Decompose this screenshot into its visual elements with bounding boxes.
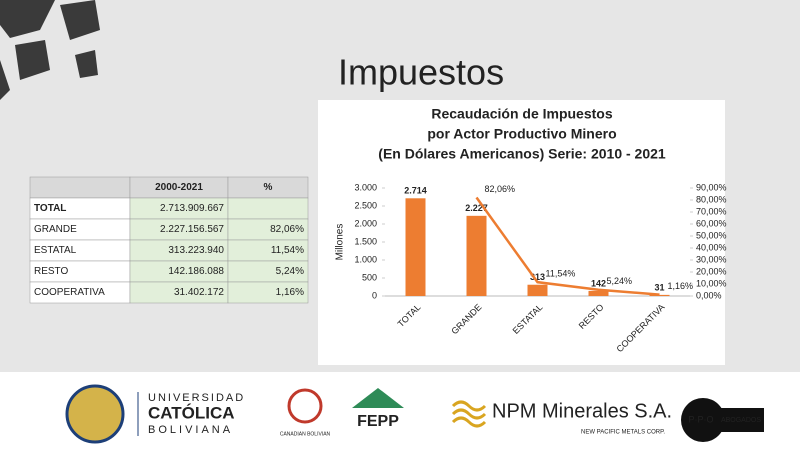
chart-title: por Actor Productivo Minero [427, 126, 616, 142]
logo-text: UNIVERSIDAD [148, 392, 245, 404]
y-tick-label: 2.000 [354, 218, 377, 228]
logo-text: CANADIAN BOLIVIAN [280, 431, 331, 437]
y-tick-label: 1.000 [354, 254, 377, 264]
table-text: 2.713.909.667 [160, 203, 224, 214]
table-text: COOPERATIVA [34, 287, 105, 298]
table-text: 5,24% [276, 266, 304, 277]
cb-icon [287, 388, 323, 424]
table-text: TOTAL [34, 203, 66, 214]
y2-tick-label: 60,00% [696, 218, 727, 228]
table-cell [227, 281, 309, 304]
table-text: RESTO [34, 266, 68, 277]
chart-panel [318, 100, 725, 365]
slide-title: Impuestos [338, 52, 504, 93]
data-label: 1,16% [668, 281, 694, 291]
table-text: 11,54% [271, 245, 304, 256]
table-text: 82,06% [270, 224, 304, 235]
data-label: 313 [530, 272, 545, 282]
y-tick-label: 0 [372, 290, 377, 300]
table-text: 1,16% [276, 287, 304, 298]
table-text: 142.186.088 [168, 266, 224, 277]
line [475, 196, 660, 296]
bar [649, 294, 670, 296]
bar [527, 284, 548, 296]
logo-text: NPM Minerales S.A. [492, 400, 672, 422]
logo-text: FEPP [357, 413, 399, 430]
data-label: 142 [591, 278, 606, 288]
table-cell [227, 197, 309, 220]
decoration [0, 0, 100, 100]
y2-tick-label: 80,00% [696, 194, 727, 204]
y-axis-label: Millones [335, 224, 346, 261]
data-label: 11,54% [546, 269, 576, 279]
data-label: 82,06% [485, 184, 516, 194]
y2-tick-label: 30,00% [696, 254, 727, 264]
data-label: 5,24% [607, 276, 633, 286]
chart-title: (En Dólares Americanos) Serie: 2010 - 20… [378, 146, 666, 162]
logo-text: ABOGADOS [721, 417, 761, 424]
ucb-seal [65, 384, 125, 444]
logo-text: CATÓLICA [148, 403, 235, 422]
ppo-box [718, 408, 764, 432]
logo-strip [0, 372, 800, 470]
bar [405, 198, 426, 296]
y-tick-label: 3.000 [354, 182, 377, 192]
table-header: 2000-2021 [155, 182, 203, 193]
y2-tick-label: 90,00% [696, 182, 727, 192]
y-tick-label: 2.500 [354, 200, 377, 210]
y-tick-label: 1.500 [354, 236, 377, 246]
fepp-roof [352, 388, 404, 408]
table-corner [29, 176, 131, 199]
table-text: 313.223.940 [168, 245, 224, 256]
data-label: 2.714 [404, 186, 427, 196]
table-text: 31.402.172 [174, 287, 224, 298]
y2-tick-label: 20,00% [696, 266, 727, 276]
ppo-circle [681, 398, 725, 442]
data-label: 2.227 [465, 203, 488, 213]
data-label: 31 [654, 282, 664, 292]
bar [466, 215, 487, 296]
y2-tick-label: 10,00% [696, 278, 727, 288]
logo-text: NEW PACIFIC METALS CORP. [581, 430, 665, 436]
y2-tick-label: 40,00% [696, 242, 727, 252]
table-header: % [264, 182, 273, 193]
logo-text: P·P·O [688, 414, 713, 424]
y-tick-label: 500 [362, 272, 377, 282]
bar [588, 290, 609, 296]
y2-tick-label: 50,00% [696, 230, 727, 240]
y2-tick-label: 70,00% [696, 206, 727, 216]
y2-tick-label: 0,00% [696, 290, 722, 300]
table-text: GRANDE [34, 224, 77, 235]
logo-text: BOLIVIANA [148, 424, 233, 436]
chart-title: Recaudación de Impuestos [431, 106, 612, 122]
npm-icon [451, 400, 487, 428]
table-text: ESTATAL [34, 245, 77, 256]
logos: UNIVERSIDAD CATÓLICA BOLIVIANA CANADIAN … [65, 384, 764, 444]
table-text: 2.227.156.567 [160, 224, 224, 235]
